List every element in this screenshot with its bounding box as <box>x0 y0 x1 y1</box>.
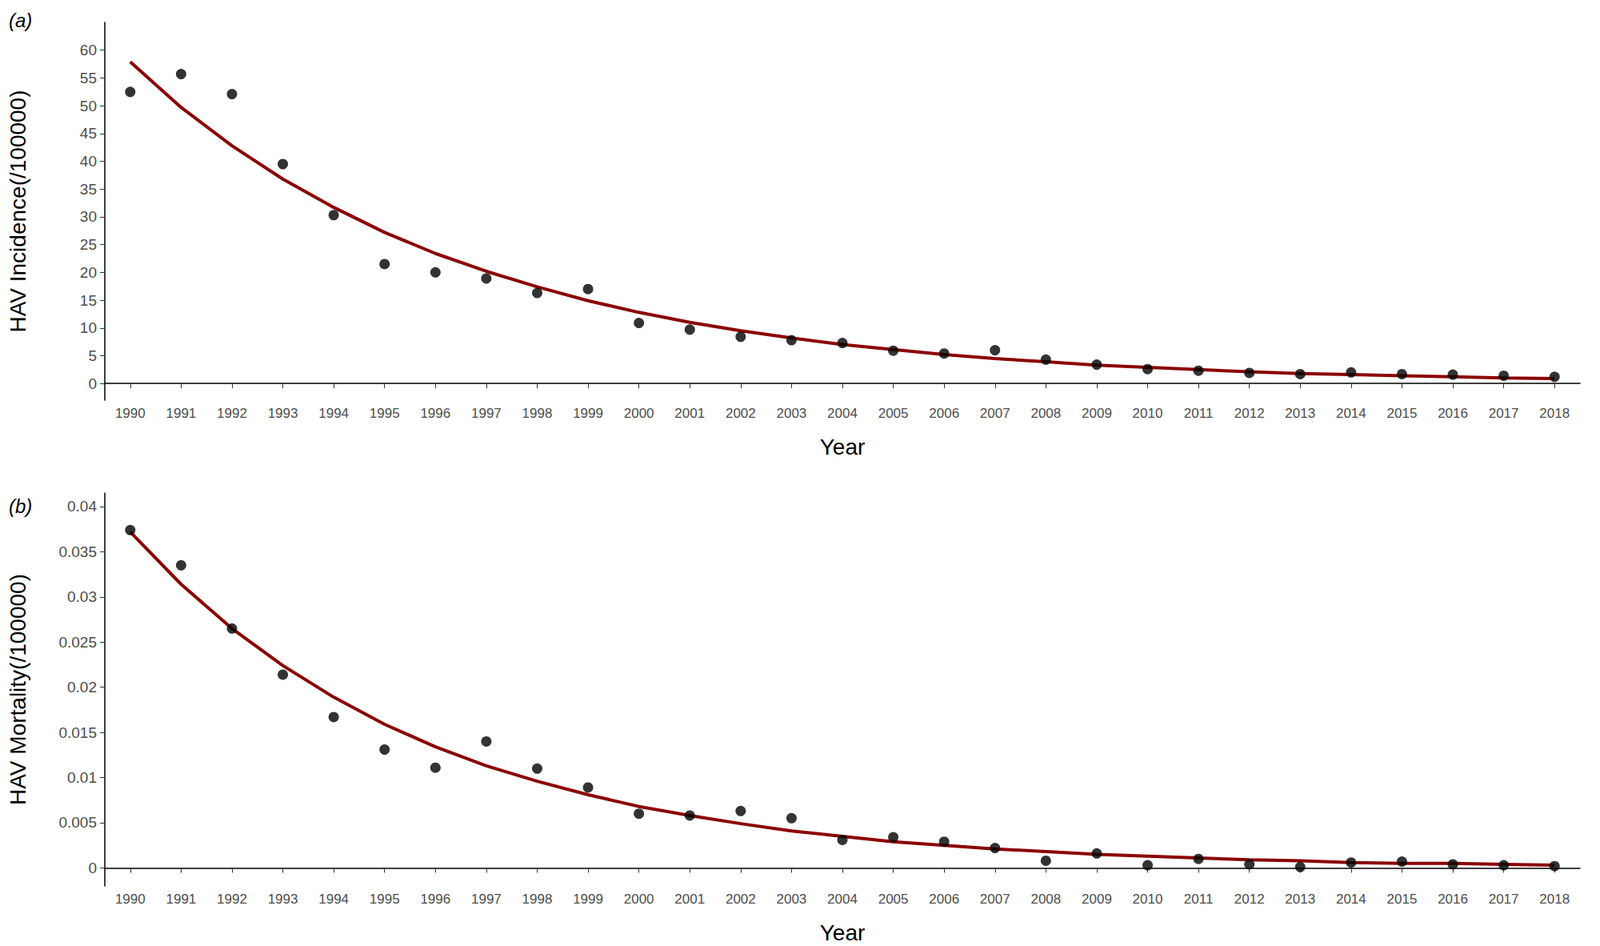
svg-text:60: 60 <box>80 41 97 59</box>
svg-text:1991: 1991 <box>165 891 196 907</box>
svg-text:0.035: 0.035 <box>58 543 97 560</box>
svg-text:2018: 2018 <box>1539 891 1570 907</box>
svg-text:1993: 1993 <box>268 891 299 907</box>
svg-text:2013: 2013 <box>1284 405 1316 421</box>
svg-text:2015: 2015 <box>1387 891 1418 907</box>
svg-text:2001: 2001 <box>674 891 705 907</box>
svg-text:2016: 2016 <box>1437 405 1468 421</box>
svg-text:2009: 2009 <box>1081 891 1112 907</box>
svg-text:1996: 1996 <box>420 405 451 421</box>
svg-text:(b): (b) <box>8 495 32 517</box>
svg-text:55: 55 <box>80 69 97 87</box>
svg-text:2014: 2014 <box>1336 891 1367 907</box>
svg-text:2000: 2000 <box>624 891 655 907</box>
svg-text:2007: 2007 <box>980 405 1011 421</box>
svg-text:2003: 2003 <box>776 405 807 421</box>
svg-text:2008: 2008 <box>1030 891 1061 907</box>
svg-text:(a): (a) <box>8 9 32 32</box>
svg-text:2012: 2012 <box>1234 891 1265 907</box>
svg-text:1995: 1995 <box>369 405 400 421</box>
svg-text:1994: 1994 <box>318 891 349 907</box>
svg-text:2010: 2010 <box>1132 891 1164 907</box>
svg-text:35: 35 <box>80 180 97 198</box>
svg-text:40: 40 <box>80 152 97 170</box>
svg-text:0: 0 <box>88 859 97 876</box>
svg-text:2011: 2011 <box>1184 891 1214 907</box>
svg-text:1997: 1997 <box>471 405 502 421</box>
svg-text:1999: 1999 <box>572 891 604 907</box>
svg-text:2004: 2004 <box>827 891 858 907</box>
svg-text:0.005: 0.005 <box>58 813 97 831</box>
svg-text:15: 15 <box>80 292 97 309</box>
svg-text:1998: 1998 <box>522 405 553 421</box>
svg-text:2017: 2017 <box>1488 405 1520 421</box>
svg-text:1997: 1997 <box>471 891 502 907</box>
svg-text:2004: 2004 <box>827 405 858 421</box>
svg-text:2009: 2009 <box>1081 405 1112 421</box>
svg-text:1992: 1992 <box>216 405 248 421</box>
svg-text:0.03: 0.03 <box>67 588 97 605</box>
svg-text:1993: 1993 <box>268 405 299 421</box>
svg-text:2002: 2002 <box>725 891 756 907</box>
svg-text:1990: 1990 <box>115 891 146 907</box>
svg-text:2013: 2013 <box>1284 891 1316 907</box>
svg-text:2017: 2017 <box>1488 891 1520 907</box>
svg-text:1995: 1995 <box>369 891 400 907</box>
svg-text:25: 25 <box>80 236 97 253</box>
svg-text:0.02: 0.02 <box>67 678 97 696</box>
svg-text:2001: 2001 <box>674 405 705 421</box>
svg-text:0.04: 0.04 <box>67 497 97 515</box>
svg-text:0.025: 0.025 <box>58 633 97 651</box>
svg-text:2006: 2006 <box>928 405 960 421</box>
svg-text:10: 10 <box>80 319 97 336</box>
svg-text:0.015: 0.015 <box>58 724 97 741</box>
svg-text:1998: 1998 <box>522 891 553 907</box>
svg-text:2014: 2014 <box>1336 405 1367 421</box>
svg-text:2010: 2010 <box>1132 405 1164 421</box>
svg-text:0.01: 0.01 <box>67 768 97 786</box>
svg-text:1999: 1999 <box>572 405 604 421</box>
svg-text:1991: 1991 <box>165 405 196 421</box>
svg-text:2000: 2000 <box>624 405 655 421</box>
svg-text:2015: 2015 <box>1387 405 1418 421</box>
svg-text:1990: 1990 <box>115 405 146 421</box>
svg-text:2008: 2008 <box>1030 405 1061 421</box>
svg-text:5: 5 <box>88 347 97 364</box>
svg-text:45: 45 <box>80 124 97 142</box>
svg-text:2005: 2005 <box>878 891 909 907</box>
svg-text:1994: 1994 <box>318 405 349 421</box>
svg-text:HAV Incidence(/100000): HAV Incidence(/100000) <box>5 90 31 333</box>
svg-text:Year: Year <box>820 434 866 460</box>
svg-text:2005: 2005 <box>878 405 909 421</box>
svg-text:Year: Year <box>820 920 866 945</box>
svg-text:2007: 2007 <box>980 891 1011 907</box>
svg-text:HAV Mortality(/100000): HAV Mortality(/100000) <box>5 573 31 805</box>
svg-text:2018: 2018 <box>1539 405 1570 421</box>
svg-text:30: 30 <box>80 208 97 225</box>
svg-text:50: 50 <box>80 97 97 115</box>
svg-text:2011: 2011 <box>1184 405 1214 421</box>
svg-text:2012: 2012 <box>1234 405 1265 421</box>
svg-text:1992: 1992 <box>216 891 248 907</box>
svg-text:0: 0 <box>88 375 97 392</box>
svg-text:2003: 2003 <box>776 891 807 907</box>
svg-text:1996: 1996 <box>420 891 451 907</box>
svg-text:2002: 2002 <box>725 405 756 421</box>
svg-text:2016: 2016 <box>1437 891 1468 907</box>
svg-text:20: 20 <box>80 264 97 281</box>
svg-text:2006: 2006 <box>928 891 960 907</box>
